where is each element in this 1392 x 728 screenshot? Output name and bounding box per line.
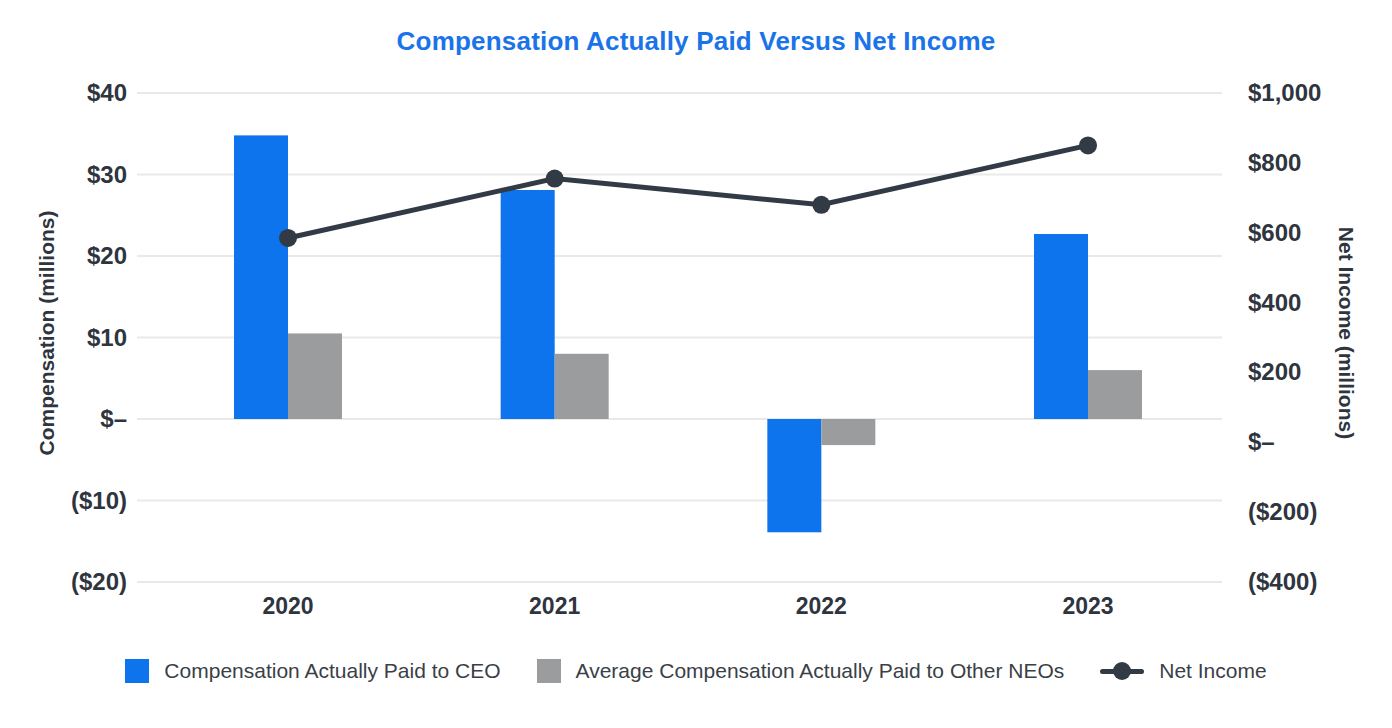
- left-axis-tick-label: $30: [87, 161, 127, 188]
- right-axis-tick-label: $600: [1248, 219, 1301, 246]
- left-axis-tick-label: $40: [87, 79, 127, 106]
- legend-item-ceo-compensation: Compensation Actually Paid to CEO: [125, 659, 500, 683]
- net-income-point-2021: [546, 170, 564, 188]
- bar-neo-2021: [555, 354, 609, 419]
- bar-ceo-2020: [234, 135, 288, 419]
- bar-ceo-2022: [767, 419, 821, 532]
- legend-swatch-ceo-icon: [125, 659, 149, 683]
- net-income-point-2022: [812, 196, 830, 214]
- left-axis-tick-label: $20: [87, 242, 127, 269]
- legend-label-net-income: Net Income: [1159, 659, 1266, 683]
- legend-swatch-neo-icon: [537, 659, 561, 683]
- right-axis-tick-label: ($200): [1248, 498, 1317, 525]
- legend-line-marker-icon: [1100, 669, 1144, 674]
- left-axis-tick-label: ($20): [71, 568, 127, 595]
- x-axis-category-label: 2021: [529, 593, 580, 619]
- plot-area: $40 $30 $20 $10 $– ($10) ($20) $1,000 $800 $600 $4…: [0, 0, 1392, 648]
- right-axis-tick-label: ($400): [1248, 568, 1317, 595]
- net-income-point-2023: [1079, 136, 1097, 154]
- legend-label-neo: Average Compensation Actually Paid to Ot…: [576, 659, 1065, 683]
- x-axis-category-label: 2023: [1062, 593, 1113, 619]
- right-axis-tick-label: $–: [1248, 428, 1275, 455]
- legend-label-ceo: Compensation Actually Paid to CEO: [164, 659, 500, 683]
- bar-ceo-2023: [1034, 234, 1088, 419]
- right-axis-tick-label: $400: [1248, 289, 1301, 316]
- right-axis-tick-label: $1,000: [1248, 79, 1321, 106]
- left-axis-tick-label: ($10): [71, 487, 127, 514]
- legend-item-net-income: Net Income: [1100, 659, 1266, 683]
- left-axis-tick-label: $10: [87, 324, 127, 351]
- left-axis-tick-label: $–: [100, 405, 127, 432]
- right-axis-tick-label: $800: [1248, 149, 1301, 176]
- bar-ceo-2021: [501, 190, 555, 419]
- net-income-point-2020: [279, 229, 297, 247]
- legend-line-dot-icon: [1113, 662, 1131, 680]
- x-axis-category-label: 2020: [262, 593, 313, 619]
- net-income-line: [288, 145, 1088, 238]
- x-axis-category-label: 2022: [796, 593, 847, 619]
- bar-neo-2022: [821, 419, 875, 445]
- legend-item-neo-compensation: Average Compensation Actually Paid to Ot…: [537, 659, 1065, 683]
- legend: Compensation Actually Paid to CEO Averag…: [0, 659, 1392, 683]
- bar-neo-2023: [1088, 370, 1142, 419]
- right-axis-tick-label: $200: [1248, 358, 1301, 385]
- bar-neo-2020: [288, 333, 342, 419]
